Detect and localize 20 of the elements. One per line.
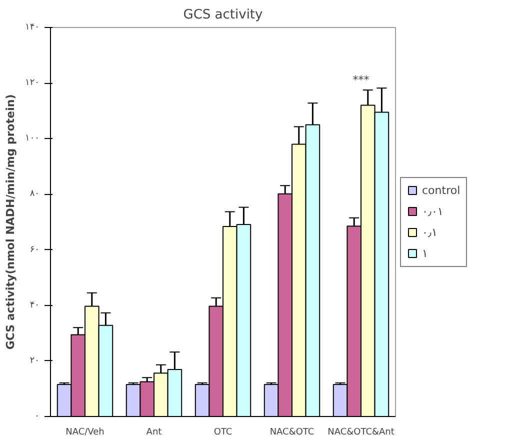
x-tick-label: NAC/Veh	[66, 428, 104, 438]
annotation: ***	[352, 74, 370, 86]
legend-label: ۰٫۰۱	[422, 204, 444, 218]
y-tick-label: ۱۲۰	[25, 78, 40, 88]
y-tick-label: ۸۰	[30, 189, 40, 200]
chart-title: GCS activity	[183, 8, 264, 22]
legend-label: ۰٫۱	[422, 226, 438, 238]
legend-label: control	[422, 184, 460, 196]
y-tick-label: ۰	[34, 412, 40, 422]
x-tick-label: OTC	[214, 428, 232, 438]
y-tick-label: ۲۰	[30, 356, 40, 366]
x-tick-label: NAC&OTC	[270, 428, 314, 438]
legend-label: ۱	[422, 246, 429, 260]
y-tick-label: ۴۰	[30, 300, 40, 310]
y-tick-label: ۱۴۰	[25, 22, 40, 32]
x-tick-label: NAC&OTC&Ant	[328, 428, 395, 438]
y-tick-label: ۱۰۰	[25, 134, 40, 144]
y-axis-title: GCS activity(nmol NADH/min/mg protein)	[4, 94, 17, 350]
y-tick-label: ۶۰	[30, 244, 40, 255]
x-tick-label: Ant	[146, 428, 162, 438]
